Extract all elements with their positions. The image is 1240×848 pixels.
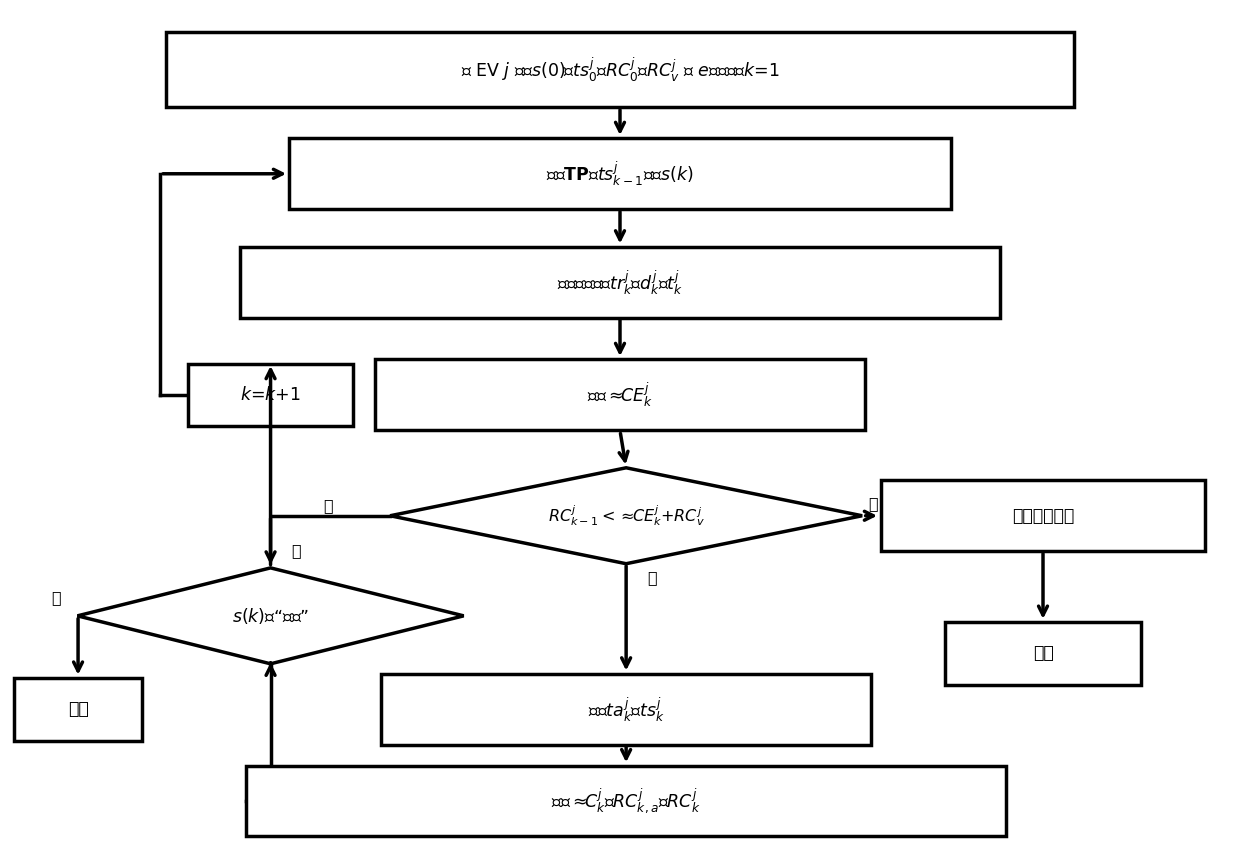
Text: 获得快充需求: 获得快充需求	[1012, 507, 1074, 525]
Text: 否: 否	[291, 544, 301, 558]
Text: 为 EV $j$ 生成$s$(0)，$ts_0^j$，$RC_0^j$，$RC_v^j$ 和 $e$，并设置$k$=1: 为 EV $j$ 生成$s$(0)，$ts_0^j$，$RC_0^j$，$RC_…	[461, 55, 779, 84]
FancyBboxPatch shape	[880, 480, 1205, 551]
Text: $k$=$k$+1: $k$=$k$+1	[241, 386, 301, 404]
FancyBboxPatch shape	[381, 674, 872, 745]
Polygon shape	[391, 468, 862, 564]
Text: 确定$\approx\!\!CE_k^j$: 确定$\approx\!\!CE_k^j$	[587, 380, 653, 410]
Text: 基于$\mathbf{TP}$和$ts_{k-1}^j$生成$s(k)$: 基于$\mathbf{TP}$和$ts_{k-1}^j$生成$s(k)$	[546, 159, 694, 188]
Text: 结束: 结束	[1033, 644, 1054, 662]
Text: $s(k)$是“在家”: $s(k)$是“在家”	[232, 605, 309, 626]
Text: 是: 是	[868, 497, 878, 511]
Text: 否: 否	[324, 499, 334, 513]
FancyBboxPatch shape	[289, 138, 951, 209]
FancyBboxPatch shape	[374, 360, 866, 430]
Text: 确定停留地、$tr_k^j$、$d_k^j$和$t_k^j$: 确定停留地、$tr_k^j$、$d_k^j$和$t_k^j$	[557, 268, 683, 297]
FancyBboxPatch shape	[945, 622, 1141, 684]
Polygon shape	[77, 568, 464, 664]
Text: 否: 否	[647, 570, 657, 585]
FancyBboxPatch shape	[187, 364, 353, 426]
FancyBboxPatch shape	[14, 678, 143, 740]
Text: $RC_{k-1}^j$$<$$\approx\!\!CE_k^j$+$RC_v^j$: $RC_{k-1}^j$$<$$\approx\!\!CE_k^j$+$RC_v…	[548, 504, 704, 528]
FancyBboxPatch shape	[166, 32, 1074, 107]
Text: 结束: 结束	[68, 700, 88, 718]
Text: 是: 是	[51, 590, 61, 605]
FancyBboxPatch shape	[246, 766, 1006, 836]
Text: 确定$\approx\!\!C_k^j$，$RC_{k,a}^j$和$RC_k^j$: 确定$\approx\!\!C_k^j$，$RC_{k,a}^j$和$RC_k^…	[552, 786, 701, 816]
Text: 确定$ta_k^j$和$ts_k^j$: 确定$ta_k^j$和$ts_k^j$	[588, 695, 665, 723]
FancyBboxPatch shape	[239, 247, 1001, 318]
